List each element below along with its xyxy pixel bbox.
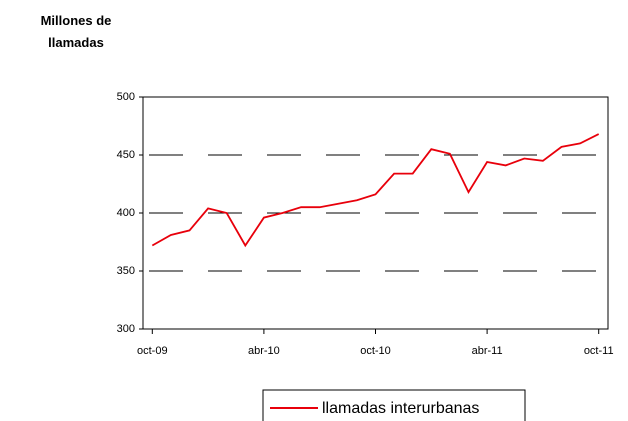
y-tick-label: 300 [117, 323, 135, 335]
x-tick-label: abr-10 [248, 345, 280, 357]
x-tick-label: oct-11 [584, 345, 614, 357]
legend-label: llamadas interurbanas [322, 400, 479, 417]
y-axis-title: Millones de llamadas [41, 13, 112, 50]
y-tick-label: 500 [117, 91, 135, 103]
y-tick-label: 450 [117, 149, 135, 161]
data-line [151, 133, 600, 248]
x-tick-label: abr-11 [472, 345, 503, 357]
legend [262, 389, 526, 421]
x-tick-label: oct-10 [360, 345, 391, 357]
x-tick-label: oct-09 [137, 345, 168, 357]
y-tick-label: 400 [117, 207, 135, 219]
y-tick-label: 350 [117, 265, 135, 277]
